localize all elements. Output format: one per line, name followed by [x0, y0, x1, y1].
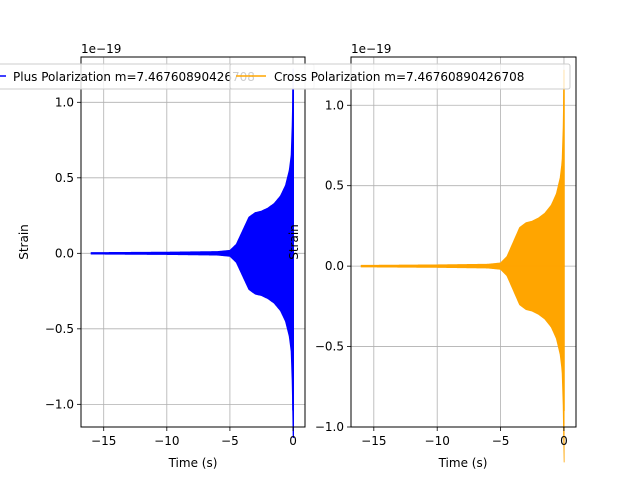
y-axis-label: Strain: [17, 224, 31, 260]
x-axis-label: Time (s): [168, 456, 218, 470]
x-tick-label: 0: [289, 434, 297, 448]
y-tick-label: 0.0: [55, 246, 74, 260]
x-tick-label: −10: [425, 434, 450, 448]
y-axis-label: Strain: [287, 224, 301, 260]
offset-text: 1e−19: [351, 42, 391, 56]
offset-text: 1e−19: [81, 42, 121, 56]
y-tick-label: −1.0: [45, 397, 74, 411]
plus-polarization-plot: −15 −10 −5 0 −1.0 −0.5 0.0 0.5 1.0 1e−19 Time (s…: [17, 42, 306, 470]
axis-ticks: −15 −10 −5 0 −1.0 −0.5 0.0 0.5 1.0: [45, 95, 297, 448]
y-tick-label: 0.0: [325, 259, 344, 273]
x-tick-label: −15: [361, 434, 386, 448]
y-tick-label: 0.5: [325, 179, 344, 193]
plot-frame: [350, 56, 577, 428]
legend-box: [229, 63, 571, 90]
y-tick-label: −0.5: [315, 340, 344, 354]
x-tick-label: 0: [560, 434, 568, 448]
axis-ticks: −15 −10 −5 0 −1.0 −0.5 0.0 0.5 1.0: [315, 98, 568, 448]
x-tick-label: −5: [221, 434, 239, 448]
x-axis-label: Time (s): [438, 456, 488, 470]
y-tick-label: −0.5: [45, 322, 74, 336]
y-tick-label: −1.0: [315, 420, 344, 434]
legend-label-plus: Plus Polarization m=7.46760890426708: [13, 70, 255, 84]
waveform-plus: [90, 68, 294, 438]
legend-cross: Cross Polarization m=7.46760890426708: [229, 63, 571, 90]
legend-label-cross: Cross Polarization m=7.46760890426708: [274, 70, 524, 84]
y-tick-label: 1.0: [325, 98, 344, 112]
x-tick-label: −10: [154, 434, 179, 448]
x-tick-label: −5: [492, 434, 510, 448]
waveform-cross: [360, 69, 565, 463]
plot-frame: [80, 56, 306, 428]
cross-polarization-plot: −15 −10 −5 0 −1.0 −0.5 0.0 0.5 1.0 1e−19 Time (s…: [287, 42, 577, 470]
y-tick-label: 1.0: [55, 95, 74, 109]
x-tick-label: −15: [91, 434, 116, 448]
y-tick-label: 0.5: [55, 171, 74, 185]
